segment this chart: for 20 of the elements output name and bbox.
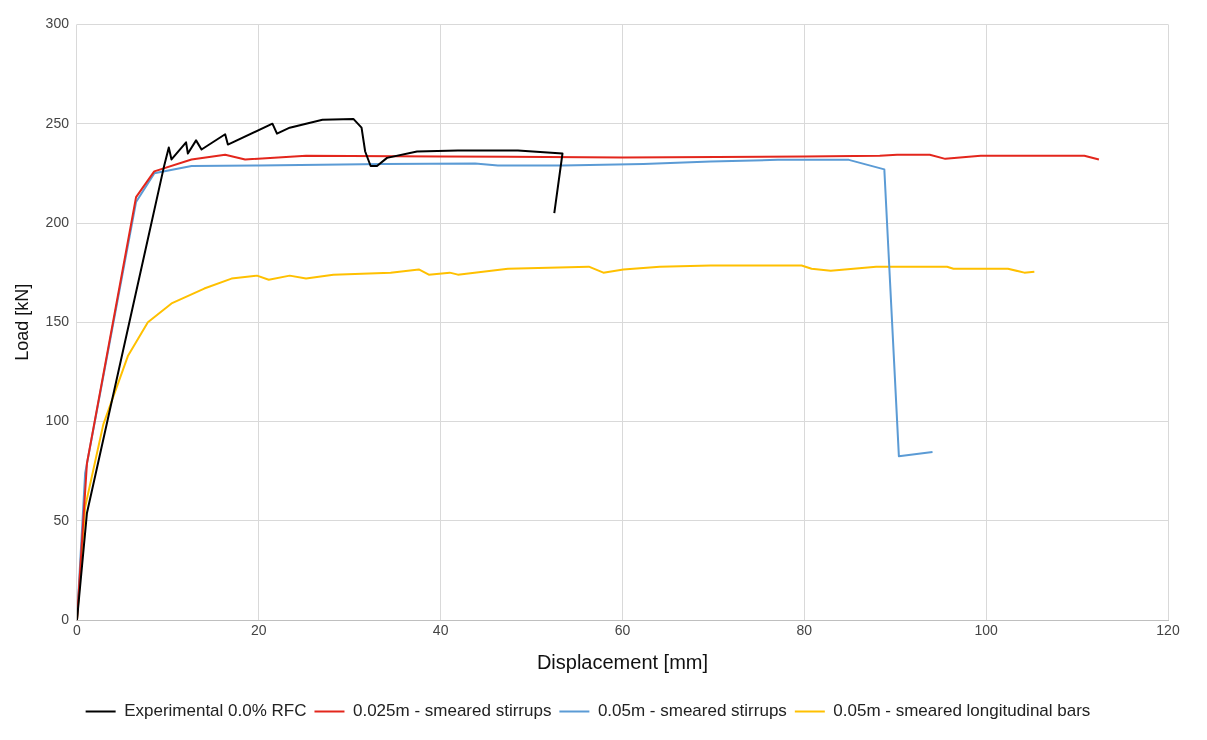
x-tick-label: 20 <box>251 622 267 639</box>
y-axis-title: Load [kN] <box>11 283 32 361</box>
y-tick-label: 300 <box>45 15 70 32</box>
x-tick-label: 60 <box>614 622 631 639</box>
y-tick-label: 150 <box>45 313 70 330</box>
y-tick-label: 100 <box>45 412 70 429</box>
y-tick-label: 250 <box>45 114 70 131</box>
x-tick-label: 40 <box>432 622 449 639</box>
y-tick-label: 50 <box>53 511 70 528</box>
x-axis-title: Displacement [mm] <box>536 650 709 673</box>
x-tick-label: 80 <box>796 622 813 639</box>
legend-label: 0.05m - smeared longitudinal bars <box>833 701 1091 721</box>
x-tick-label: 0 <box>73 622 82 639</box>
x-tick-label: 120 <box>1156 622 1180 639</box>
legend-label: 0.05m - smeared stirrups <box>597 701 787 721</box>
legend-label: Experimental 0.0% RFC <box>124 701 307 721</box>
legend-label: 0.025m - smeared stirrups <box>352 701 552 721</box>
y-tick-label: 200 <box>45 213 70 230</box>
x-tick-label: 100 <box>974 622 999 639</box>
y-tick-label: 0 <box>61 611 70 628</box>
